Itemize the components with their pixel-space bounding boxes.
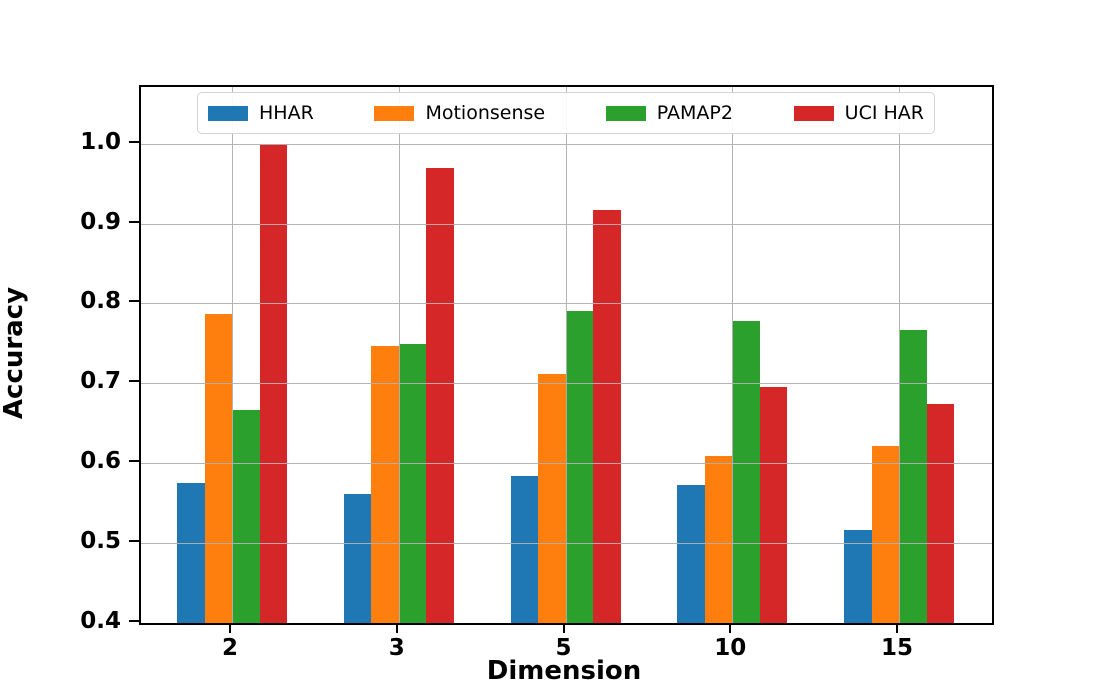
legend-item-pamap2: PAMAP2 [605, 102, 733, 124]
bar-uci-har-dim5 [593, 210, 621, 623]
x-axis-label: Dimension [486, 656, 642, 686]
legend-item-uci-har: UCI HAR [793, 102, 924, 124]
bar-motionsense-dim3 [371, 345, 399, 623]
y-tick-mark-0.7 [129, 380, 139, 383]
bar-pamap2-dim10 [732, 321, 760, 623]
y-tick-label-0.6: 0.6 [80, 448, 121, 475]
bar-uci-har-dim15 [926, 404, 954, 623]
bar-pamap2-dim15 [899, 329, 927, 623]
plot-area [139, 85, 994, 625]
x-tick-mark-10 [729, 623, 732, 633]
y-tick-mark-0.4 [129, 620, 139, 622]
x-tick-label-2: 2 [221, 635, 239, 661]
gridline-h-0.9 [141, 223, 992, 225]
legend-item-hhar: HHAR [208, 102, 314, 124]
legend-swatch-icon [605, 105, 646, 121]
bar-motionsense-dim5 [538, 373, 566, 623]
y-tick-mark-0.9 [129, 220, 139, 223]
gridline-h-0.8 [141, 303, 992, 305]
gridline-h-0.5 [141, 543, 992, 545]
y-tick-label-0.4: 0.4 [80, 608, 121, 634]
y-tick-label-1.0: 1.0 [80, 128, 121, 155]
bar-hhar-dim2 [177, 483, 205, 623]
bar-hhar-dim3 [343, 493, 372, 623]
legend-swatch-icon [208, 105, 248, 121]
gridline-h-1.0 [141, 143, 992, 145]
bar-hhar-dim5 [510, 476, 538, 623]
x-tick-label-15: 15 [880, 635, 914, 661]
y-tick-mark-0.5 [129, 540, 139, 543]
bar-motionsense-dim15 [871, 445, 899, 623]
legend-label: Motionsense [425, 102, 546, 124]
legend-label: PAMAP2 [656, 102, 733, 124]
bar-motionsense-dim2 [204, 313, 232, 623]
legend-label: UCI HAR [844, 102, 924, 124]
bar-hhar-dim10 [677, 484, 705, 623]
x-tick-mark-3 [395, 623, 398, 633]
y-tick-mark-0.8 [129, 300, 139, 303]
bar-pamap2-dim3 [398, 344, 427, 623]
x-tick-mark-5 [562, 623, 565, 633]
x-tick-label-10: 10 [714, 635, 747, 661]
bar-motionsense-dim10 [704, 456, 733, 623]
bar-pamap2-dim5 [565, 311, 593, 623]
x-tick-mark-15 [896, 623, 898, 633]
legend: HHAR Motionsense PAMAP2 UCI HAR [197, 92, 935, 134]
y-tick-mark-1.0 [129, 140, 139, 143]
legend-swatch-icon [793, 105, 834, 121]
gridline-h-0.7 [141, 383, 992, 385]
legend-item-motionsense: Motionsense [374, 102, 545, 124]
x-tick-mark-2 [229, 623, 231, 633]
bar-hhar-dim15 [844, 530, 872, 623]
bar-uci-har-dim3 [426, 168, 454, 623]
x-tick-label-5: 5 [555, 635, 572, 661]
gridline-v-15 [899, 87, 900, 623]
y-tick-label-0.8: 0.8 [80, 288, 121, 315]
gridline-v-5 [565, 87, 567, 623]
bar-pamap2-dim2 [232, 409, 260, 623]
y-tick-mark-0.6 [129, 460, 139, 463]
bar-uci-har-dim10 [759, 387, 788, 623]
x-tick-label-3: 3 [388, 635, 405, 661]
y-tick-label-0.7: 0.7 [80, 368, 121, 395]
legend-swatch-icon [374, 105, 415, 121]
gridline-h-0.6 [141, 463, 992, 465]
gridline-v-2 [232, 87, 233, 623]
legend-label: HHAR [259, 102, 314, 124]
gridline-v-3 [398, 87, 400, 623]
y-axis-label: Accuracy [0, 286, 29, 420]
gridline-v-10 [732, 87, 734, 623]
y-tick-label-0.9: 0.9 [80, 208, 121, 235]
y-tick-label-0.5: 0.5 [80, 528, 121, 555]
